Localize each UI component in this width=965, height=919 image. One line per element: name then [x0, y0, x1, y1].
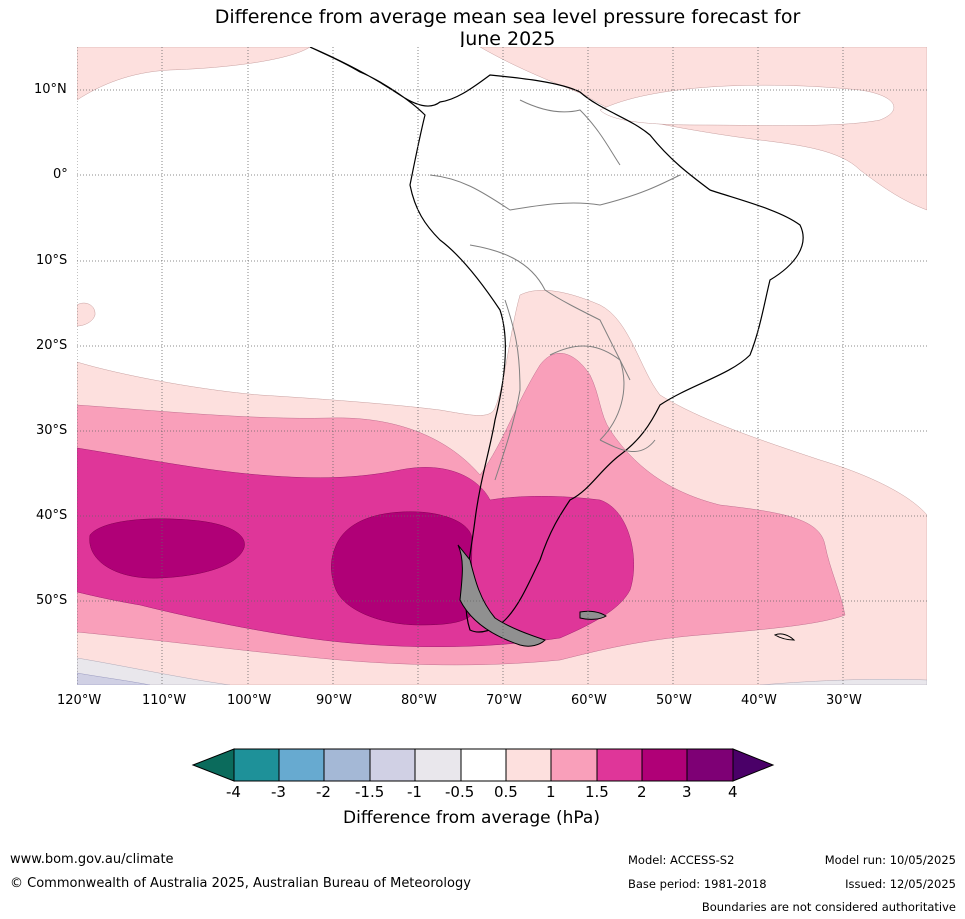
lon-label: 110°W: [142, 693, 187, 708]
colorbar-tick-label: -1: [407, 783, 422, 801]
colorbar-swatch: [505, 748, 552, 782]
lon-label: 70°W: [486, 693, 522, 708]
map-gridlines: [77, 47, 927, 685]
anomaly-region-0.5-1-nw: [77, 47, 311, 101]
colorbar-swatch: [369, 748, 416, 782]
colorbar-title: Difference from average (hPa): [343, 808, 600, 828]
colorbar-extend-low: [191, 748, 235, 782]
lat-label: 40°S: [36, 508, 68, 523]
website-link[interactable]: www.bom.gov.au/climate: [10, 852, 174, 867]
anomaly-region-2-3-center: [331, 511, 476, 626]
lat-label: 50°S: [36, 593, 68, 608]
lon-label: 30°W: [826, 693, 862, 708]
colorbar-extend-high: [732, 748, 775, 782]
map-title-line1: Difference from average mean sea level p…: [214, 6, 801, 28]
colorbar-tick-label: -2: [316, 783, 331, 801]
colorbar-tick-label: 0.5: [494, 783, 518, 801]
colorbar-tick-label: 1: [546, 783, 556, 801]
colorbar-swatch: [686, 748, 734, 782]
lat-label: 30°S: [36, 423, 68, 438]
lon-label: 120°W: [57, 693, 102, 708]
lon-label: 80°W: [401, 693, 437, 708]
map-plot-area: [77, 47, 927, 685]
colorbar-swatch: [641, 748, 688, 782]
colorbar-tick-label: -1.5: [355, 783, 385, 801]
anomaly-region-neg-1: [77, 672, 151, 685]
colorbar-swatch: [550, 748, 598, 782]
colorbar-tick-label: -0.5: [445, 783, 475, 801]
lat-label: 10°N: [34, 82, 67, 97]
anomaly-region-0.5-1-west-small: [77, 302, 96, 327]
tierra-del-fuego: [457, 544, 546, 647]
lon-label: 40°W: [741, 693, 777, 708]
lon-label: 90°W: [316, 693, 352, 708]
colorbar-swatch: [460, 748, 507, 782]
colorbar-tick-label: 2: [637, 783, 647, 801]
issued-text: Issued: 12/05/2025: [845, 877, 956, 891]
colorbar-tick-label: 1.5: [585, 783, 609, 801]
disclaimer-text: Boundaries are not considered authoritat…: [701, 900, 956, 914]
model-text: Model: ACCESS-S2: [628, 853, 735, 867]
colorbar-swatch: [233, 748, 280, 782]
colorbar: [191, 748, 775, 782]
colorbar-tick-label: -3: [271, 783, 286, 801]
lat-label: 20°S: [36, 338, 68, 353]
lon-label: 100°W: [227, 693, 272, 708]
colorbar-swatch: [278, 748, 325, 782]
base-period-text: Base period: 1981-2018: [628, 877, 767, 891]
model-run-text: Model run: 10/05/2025: [824, 853, 956, 867]
south-georgia: [773, 633, 796, 641]
lon-label: 60°W: [571, 693, 607, 708]
lat-label: 0°: [53, 167, 68, 182]
country-borders: [429, 99, 681, 481]
anomaly-region-neg-0.5-se: [759, 678, 927, 685]
anomaly-region-neg-0.5: [77, 657, 231, 685]
colorbar-tick-label: 4: [728, 783, 738, 801]
copyright-text: © Commonwealth of Australia 2025, Austra…: [10, 876, 471, 891]
colorbar-tick-label: -4: [226, 783, 241, 801]
anomaly-white-patch-north: [599, 84, 894, 126]
colorbar-swatch: [596, 748, 643, 782]
colorbar-tick-label: 3: [682, 783, 692, 801]
anomaly-region-2-3-west: [89, 518, 245, 579]
colorbar-swatch: [323, 748, 371, 782]
falkland-islands: [579, 610, 607, 620]
map-title: Difference from average mean sea level p…: [0, 6, 965, 50]
lon-label: 50°W: [656, 693, 692, 708]
colorbar-swatch: [414, 748, 462, 782]
south-america-land: [309, 47, 804, 633]
map-title-line2: June 2025: [459, 28, 556, 50]
lat-label: 10°S: [36, 253, 68, 268]
